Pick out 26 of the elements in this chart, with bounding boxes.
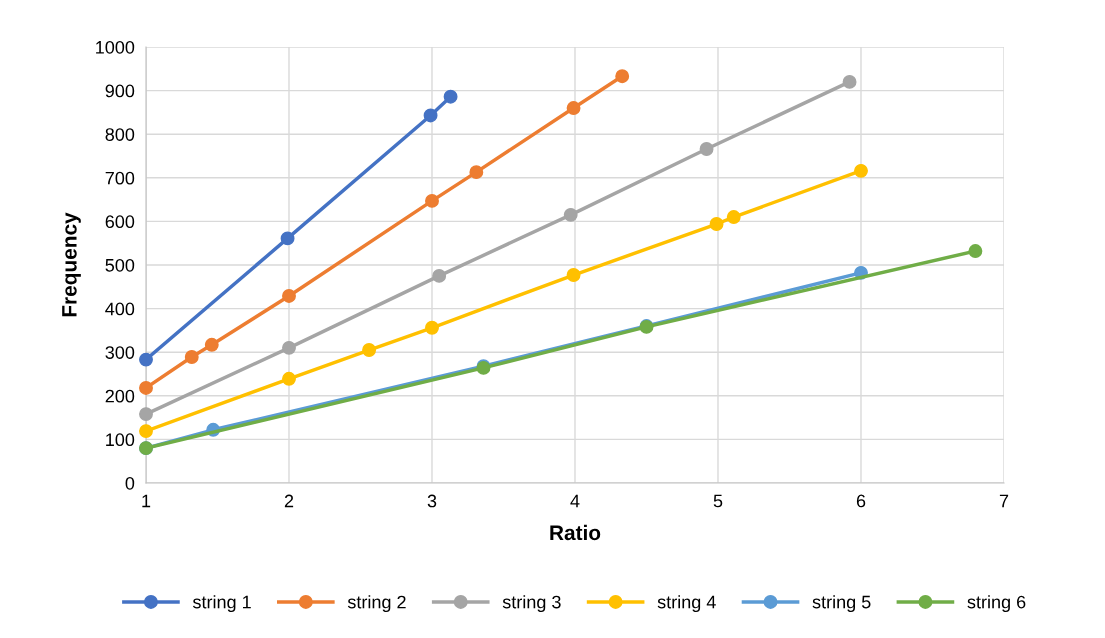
x-axis-title: Ratio (550, 524, 601, 541)
y-axis-title: Frequency (62, 212, 81, 317)
legend-label: string 3 (502, 595, 561, 612)
legend-label: string 1 (192, 595, 251, 612)
x-tick-label: 6 (856, 494, 866, 508)
x-tick-label: 7 (999, 494, 1009, 508)
y-tick-label: 700 (105, 171, 135, 185)
x-tick-label: 3 (427, 494, 437, 508)
y-tick-label: 200 (105, 389, 135, 403)
legend-label: string 2 (347, 595, 406, 612)
y-tick-label: 400 (105, 302, 135, 316)
y-tick-label: 1000 (96, 40, 135, 54)
y-tick-label: 100 (106, 433, 135, 447)
y-tick-label: 600 (105, 215, 135, 229)
y-tick-label: 900 (105, 84, 135, 98)
legend-label: string 4 (657, 595, 716, 612)
x-tick-label: 4 (570, 494, 580, 508)
legend-label: string 5 (812, 595, 871, 612)
y-tick-label: 300 (105, 346, 135, 359)
y-tick-label: 800 (105, 128, 135, 141)
y-tick-label: 0 (125, 476, 135, 490)
legend-label: string 6 (967, 595, 1026, 612)
x-tick-label: 2 (284, 494, 294, 508)
y-tick-label: 500 (105, 258, 135, 272)
x-tick-label: 1 (142, 494, 151, 508)
x-tick-label: 5 (713, 494, 723, 508)
